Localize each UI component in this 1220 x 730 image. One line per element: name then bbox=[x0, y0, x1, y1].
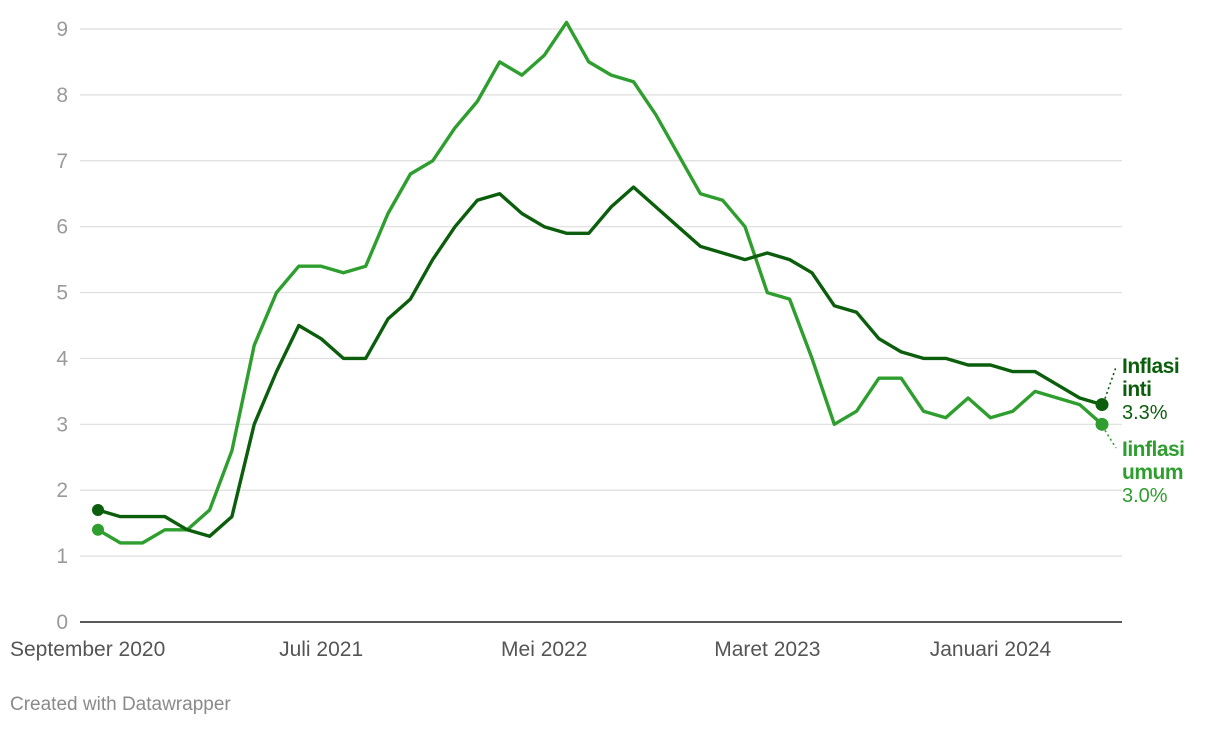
y-tick-label: 1 bbox=[56, 545, 68, 568]
y-tick-label: 3 bbox=[56, 413, 68, 436]
x-tick-label: Mei 2022 bbox=[501, 638, 587, 661]
y-tick-label: 8 bbox=[56, 84, 68, 107]
label-connector bbox=[1104, 366, 1117, 399]
label-connector bbox=[1104, 429, 1117, 449]
series-end-value-label: 3.0% bbox=[1122, 485, 1168, 507]
x-tick-label: Januari 2024 bbox=[930, 638, 1052, 661]
y-tick-label: 7 bbox=[56, 150, 68, 173]
series-line bbox=[96, 20, 1104, 545]
y-tick-label: 2 bbox=[56, 479, 68, 502]
y-tick-label: 0 bbox=[56, 611, 68, 634]
series-end-point bbox=[1095, 398, 1109, 412]
series-end-point bbox=[1095, 417, 1109, 431]
series-label: Inflasi bbox=[1122, 355, 1179, 378]
x-tick-label: Maret 2023 bbox=[714, 638, 820, 661]
footer-credit: Created with Datawrapper bbox=[10, 694, 231, 715]
series-label: inti bbox=[1122, 378, 1152, 401]
x-tick-label: September 2020 bbox=[10, 638, 165, 661]
series-label: Iinflasi bbox=[1122, 438, 1185, 461]
series-label: umum bbox=[1122, 461, 1183, 484]
series-start-point bbox=[92, 523, 104, 536]
series-end-value-label: 3.3% bbox=[1122, 402, 1168, 424]
y-tick-label: 5 bbox=[56, 282, 68, 305]
series-start-point bbox=[92, 503, 104, 516]
y-tick-label: 9 bbox=[56, 18, 68, 41]
x-tick-label: Juli 2021 bbox=[279, 638, 363, 661]
y-tick-label: 4 bbox=[56, 347, 68, 370]
series-line bbox=[96, 185, 1104, 538]
y-tick-label: 6 bbox=[56, 216, 68, 239]
